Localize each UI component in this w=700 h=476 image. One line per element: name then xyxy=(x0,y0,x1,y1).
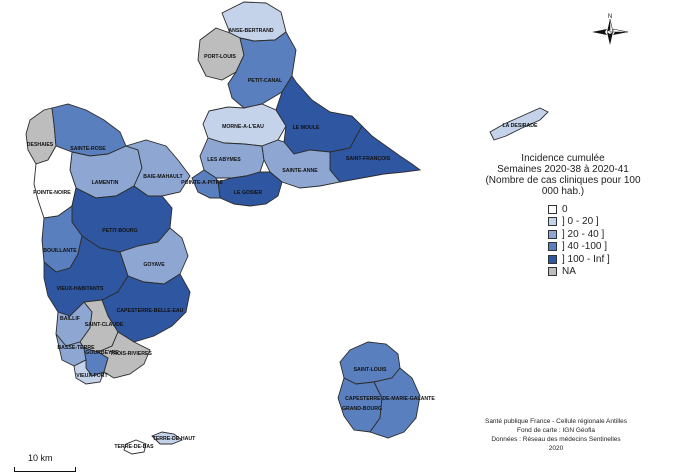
label-le-gosier: LE GOSIER xyxy=(234,190,263,196)
label-pointe-a-pitre: POINTE-A-PITRE xyxy=(181,180,223,186)
label-le-moule: LE MOULE xyxy=(293,125,320,131)
credits-line-1: Santé publique France - Cellule régional… xyxy=(484,418,627,425)
label-vieux-fort: VIEUX-FORT xyxy=(76,373,108,379)
label-terre-de-bas: TERRE-DE-BAS xyxy=(114,444,154,450)
map-legend: Incidence cumulée Semaines 2020-38 à 202… xyxy=(478,153,648,278)
label-baillif: BAILLIF xyxy=(60,316,80,322)
label-basse-terre: BASSE-TERRE xyxy=(57,345,95,351)
label-trois-rivieres: TROIS-RIVIERES xyxy=(110,351,152,357)
legend-item: ] 0 - 20 ] xyxy=(548,216,648,229)
label-sainte-rose: SAINTE-ROSE xyxy=(70,146,106,152)
label-terre-de-haut: TERRE-DE-HAUT xyxy=(153,436,196,442)
legend-title-line-1: Incidence cumulée xyxy=(521,153,605,164)
credits-line-3: Données : Réseau des médecins Sentinelle… xyxy=(491,436,621,443)
legend-title: Incidence cumulée Semaines 2020-38 à 202… xyxy=(478,153,648,197)
commune-petit-canal[interactable] xyxy=(227,31,297,109)
compass-rose-icon: N xyxy=(592,14,629,45)
commune-terre-de-haut[interactable] xyxy=(151,431,183,445)
label-les-abymes: LES ABYMES xyxy=(207,157,241,163)
label-petit-bourg: PETIT-BOURG xyxy=(102,228,137,234)
commune-saint-louis[interactable] xyxy=(339,341,401,385)
commune-vieux-fort[interactable] xyxy=(73,359,105,385)
label-anse-bertrand: ANSE-BERTRAND xyxy=(228,28,274,34)
label-saint-francois: SAINT-FRANÇOIS xyxy=(346,156,391,162)
legend-list: 0 ] 0 - 20 ] ] 20 - 40 ] ] 40 -100 ] ] 1… xyxy=(548,203,648,278)
commune-la-desirade[interactable] xyxy=(489,107,549,141)
label-grand-bourg: GRAND-BOURG xyxy=(342,406,382,412)
legend-swatch xyxy=(548,254,557,264)
label-vieux-habitants: VIEUX-HABITANTS xyxy=(57,286,104,292)
commune-trois-rivieres[interactable] xyxy=(97,331,151,379)
north-label: N xyxy=(608,14,612,20)
label-goyave: GOYAVE xyxy=(143,262,165,268)
legend-label: NA xyxy=(562,266,576,278)
legend-item: ] 40 -100 ] xyxy=(548,241,648,254)
label-bouillante: BOUILLANTE xyxy=(43,248,77,254)
scale-bar-line xyxy=(14,467,76,472)
label-capesterre-belle-eau: CAPESTERRE-BELLE-EAU xyxy=(117,308,184,314)
commune-pointe-a-pitre[interactable] xyxy=(191,169,221,199)
legend-item: 0 xyxy=(548,203,648,216)
label-lamentin: LAMENTIN xyxy=(92,180,119,186)
label-gourbeyre: GOURBEYRE xyxy=(85,350,119,356)
map-credits: Santé publique France - Cellule régional… xyxy=(450,417,662,453)
commune-le-gosier[interactable] xyxy=(217,171,283,207)
label-capesterre-marie-galante: CAPESTERRE-DE-MARIE-GALANTE xyxy=(345,396,435,402)
label-deshaies: DESHAIES xyxy=(27,142,54,148)
label-la-desirade: LA DESIRADE xyxy=(503,123,539,129)
legend-label: ] 0 - 20 ] xyxy=(562,216,599,228)
legend-label: ] 100 - Inf ] xyxy=(562,253,610,265)
legend-swatch xyxy=(548,204,557,214)
legend-item: ] 20 - 40 ] xyxy=(548,228,648,241)
credits-line-2: Fond de carte : IGN Géofla xyxy=(516,427,596,434)
commune-le-moule[interactable] xyxy=(275,75,363,155)
commune-saint-francois[interactable] xyxy=(329,125,422,183)
label-petit-canal: PETIT-CANAL xyxy=(248,78,283,84)
commune-terre-de-bas[interactable] xyxy=(123,439,147,455)
label-baie-mahault: BAIE-MAHAULT xyxy=(143,174,183,180)
legend-title-line-3: (Nombre de cas cliniques pour 100 000 ha… xyxy=(485,175,641,197)
label-saint-claude: SAINT-CLAUDE xyxy=(85,322,124,328)
label-port-louis: PORT-LOUIS xyxy=(204,54,236,60)
legend-swatch xyxy=(548,217,557,227)
label-pointe-noire: POINTE-NOIRE xyxy=(33,190,71,196)
commune-capesterre-marie-galante[interactable] xyxy=(369,367,421,439)
legend-label: 0 xyxy=(562,203,568,215)
legend-swatch xyxy=(548,229,557,239)
legend-item: ] 100 - Inf ] xyxy=(548,253,648,266)
legend-swatch xyxy=(548,267,557,277)
legend-title-line-2: Semaines 2020-38 à 2020-41 xyxy=(497,164,629,175)
legend-label: ] 20 - 40 ] xyxy=(562,228,605,240)
commune-baie-mahault[interactable] xyxy=(124,139,191,197)
label-saint-louis: SAINT-LOUIS xyxy=(354,367,387,373)
label-morne-a-l-eau: MORNE-A-L'EAU xyxy=(222,124,264,130)
scale-label: 10 km xyxy=(28,453,53,463)
legend-label: ] 40 -100 ] xyxy=(562,241,608,253)
legend-swatch xyxy=(548,242,557,252)
credits-line-4: 2020 xyxy=(548,445,564,452)
legend-item: NA xyxy=(548,266,648,279)
label-sainte-anne: SAINTE-ANNE xyxy=(282,168,318,174)
